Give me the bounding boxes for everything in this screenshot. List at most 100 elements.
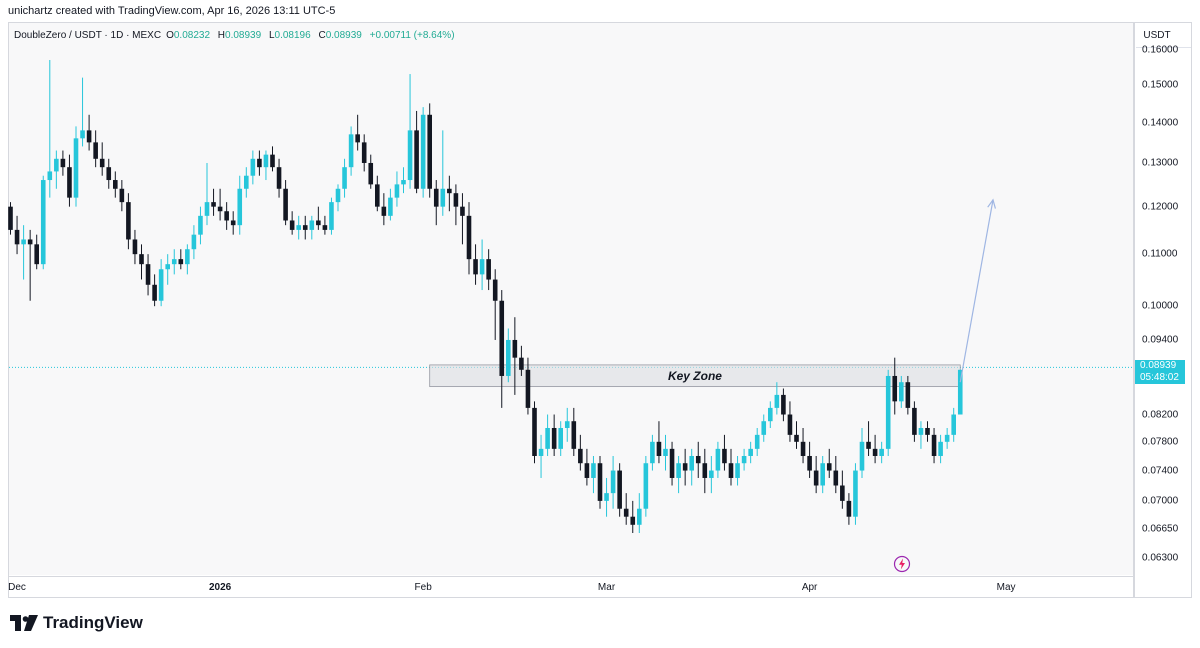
symbol-name[interactable]: DoubleZero / USDT · 1D · MEXC	[14, 30, 162, 41]
candle-body	[139, 254, 144, 265]
tradingview-logo[interactable]: TradingView	[10, 613, 143, 633]
candle-body	[40, 180, 46, 265]
close-value: 0.08939	[325, 30, 362, 41]
open-label: O	[166, 30, 174, 41]
candle-body	[630, 516, 636, 525]
candle-body	[433, 188, 439, 207]
candle-body	[368, 162, 374, 185]
time-tick-label: Apr	[801, 582, 818, 593]
candle-body	[479, 259, 485, 275]
candle-body	[781, 394, 786, 415]
time-tick-label: Mar	[597, 582, 616, 593]
candle-body	[27, 239, 33, 245]
projection-arrow-line	[959, 199, 994, 383]
candle-body	[584, 463, 590, 478]
candle-body	[302, 225, 308, 230]
candle-body	[106, 167, 112, 181]
candle-body	[663, 448, 668, 456]
symbol-legend: DoubleZero / USDT · 1D · MEXC O0.08232 H0…	[14, 30, 455, 41]
last-price-badge: 0.08939 05:48:02	[1135, 360, 1185, 385]
candle-body	[126, 202, 131, 240]
candle-body	[728, 463, 734, 478]
candle-body	[525, 369, 531, 408]
candle-body	[879, 448, 884, 456]
candle-body	[722, 448, 727, 464]
candle-body	[132, 239, 138, 255]
candle-body	[296, 225, 301, 230]
candle-body	[211, 202, 216, 207]
candle-body	[322, 225, 328, 230]
candle-body	[617, 470, 622, 509]
candle-body	[676, 463, 681, 478]
candle-body	[473, 259, 478, 275]
candle-body	[329, 202, 334, 230]
low-value: 0.08196	[274, 30, 311, 41]
price-tick-label: 0.13000	[1142, 157, 1179, 169]
time-tick-label: Feb	[414, 582, 432, 593]
candle-body	[119, 188, 125, 203]
candle-body	[47, 171, 53, 181]
candle-body	[263, 154, 269, 168]
candle-body	[394, 184, 400, 198]
candle-body	[54, 158, 59, 172]
price-tick-label: 0.16000	[1142, 44, 1179, 56]
change-value: +0.00711 (+8.64%)	[369, 30, 455, 41]
candle-body	[558, 427, 563, 449]
price-tick-label: 0.06650	[1142, 523, 1179, 535]
candle-body	[145, 264, 151, 285]
candle-body	[309, 220, 315, 230]
candle-body	[826, 463, 832, 471]
candle-body	[885, 375, 891, 449]
candles-group	[8, 59, 963, 533]
lightning-icon[interactable]	[893, 555, 911, 573]
candle-body	[407, 130, 413, 181]
plot-area[interactable]	[9, 23, 1133, 575]
candle-body	[689, 455, 694, 471]
currency-selector[interactable]: USDT	[1143, 30, 1171, 41]
high-value: 0.08939	[225, 30, 262, 41]
candle-body	[840, 485, 845, 501]
candle-body	[80, 130, 85, 139]
low-label: L	[268, 30, 275, 41]
candle-body	[512, 339, 518, 358]
candle-body	[715, 448, 721, 471]
price-tick-label: 0.09400	[1142, 334, 1179, 346]
candle-body	[571, 421, 577, 449]
candle-body	[237, 188, 243, 226]
candle-body	[957, 369, 963, 415]
candle-body	[918, 427, 924, 435]
candle-body	[545, 427, 550, 449]
candle-body	[538, 448, 544, 456]
candle-body	[754, 434, 760, 449]
candle-body	[506, 339, 511, 376]
candle-body	[564, 421, 570, 428]
candle-body	[466, 215, 472, 260]
candle-body	[578, 448, 583, 464]
candle-body	[768, 407, 773, 422]
candle-body	[257, 158, 262, 168]
price-scale[interactable]	[1135, 22, 1192, 598]
time-tick-label: May	[996, 582, 1016, 593]
candle-body	[813, 470, 819, 486]
candle-body	[250, 158, 256, 176]
candle-body	[440, 188, 446, 207]
candle-body	[244, 175, 249, 189]
close-label: C	[318, 30, 326, 41]
high-label: H	[217, 30, 226, 41]
candle-body	[14, 229, 20, 245]
candle-body	[820, 463, 825, 486]
candle-body	[420, 114, 426, 189]
key-zone-group: Key Zone	[429, 364, 961, 388]
candle-body	[702, 463, 708, 478]
candle-body	[787, 414, 793, 435]
price-tick-label: 0.12000	[1142, 201, 1179, 213]
candle-body	[113, 180, 118, 189]
price-tick-label: 0.10000	[1142, 300, 1179, 312]
candle-body	[637, 508, 642, 525]
candle-body	[86, 130, 92, 143]
candle-body	[34, 244, 39, 265]
candle-body	[872, 448, 878, 456]
candle-body	[532, 407, 537, 456]
candle-body	[846, 500, 852, 517]
